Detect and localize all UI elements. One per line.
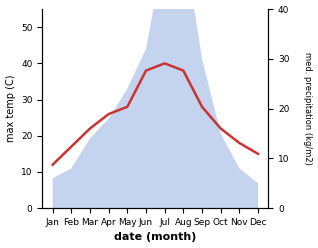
- Y-axis label: med. precipitation (kg/m2): med. precipitation (kg/m2): [303, 52, 313, 165]
- X-axis label: date (month): date (month): [114, 232, 197, 243]
- Y-axis label: max temp (C): max temp (C): [5, 75, 16, 142]
